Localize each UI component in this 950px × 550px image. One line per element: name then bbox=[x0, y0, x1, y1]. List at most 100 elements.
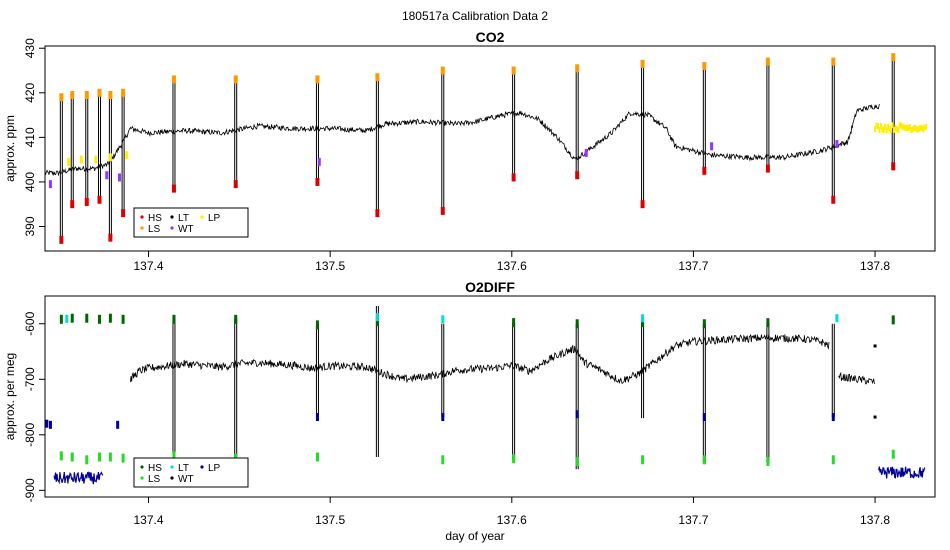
lt-point bbox=[441, 315, 445, 324]
y-tick-label: 420 bbox=[23, 82, 37, 102]
lp-range-point bbox=[922, 126, 925, 133]
lp-range-point bbox=[891, 122, 894, 129]
y-axis-label: approx. ppm bbox=[3, 115, 17, 182]
legend-label-hs: HS bbox=[148, 213, 162, 224]
lp-point bbox=[831, 413, 835, 422]
legend-label-hs: HS bbox=[148, 463, 162, 474]
hs-point bbox=[575, 319, 579, 329]
lp-range-point bbox=[884, 123, 887, 130]
lp-point bbox=[79, 155, 83, 164]
legend-marker-wt bbox=[170, 476, 174, 480]
hs-point bbox=[85, 313, 89, 323]
wt-point bbox=[710, 142, 714, 151]
hs-point bbox=[70, 200, 75, 209]
wt-point bbox=[117, 173, 121, 182]
legend-label-lp: LP bbox=[208, 213, 221, 224]
lp-point bbox=[315, 413, 319, 422]
hs-point bbox=[233, 180, 238, 189]
hs-point bbox=[121, 209, 126, 218]
ls-point bbox=[512, 454, 516, 464]
lp-point bbox=[48, 420, 52, 429]
lp-range-point bbox=[911, 126, 914, 133]
legend-box bbox=[133, 457, 249, 488]
lp-range-point bbox=[885, 127, 888, 134]
ls-point bbox=[171, 75, 176, 84]
legend-label-ls: LS bbox=[148, 474, 161, 485]
lp-point bbox=[702, 413, 706, 422]
ls-point bbox=[121, 88, 126, 97]
lp-range-point bbox=[924, 123, 927, 130]
legend-label-wt: WT bbox=[178, 224, 194, 235]
hs-point bbox=[891, 162, 896, 171]
hs-point bbox=[234, 314, 238, 324]
ls-point bbox=[766, 456, 770, 466]
hs-point bbox=[97, 195, 102, 204]
x-tick-label: 137.4 bbox=[134, 513, 164, 527]
hs-point bbox=[171, 184, 176, 193]
x-tick-label: 137.8 bbox=[860, 513, 890, 527]
ls-point bbox=[891, 53, 896, 62]
hs-point bbox=[59, 314, 63, 324]
lp-point bbox=[94, 155, 98, 164]
ls-point bbox=[375, 73, 380, 82]
ls-point bbox=[440, 66, 445, 75]
ls-point bbox=[172, 451, 176, 461]
legend-label-lt: LT bbox=[178, 213, 189, 224]
legend-marker-wt bbox=[170, 226, 174, 230]
hs-point bbox=[766, 318, 770, 328]
legend-marker-ls bbox=[140, 226, 144, 230]
lp-range-point bbox=[892, 127, 895, 134]
lt-point bbox=[375, 313, 379, 322]
ls-point bbox=[831, 455, 835, 465]
lp-range-point bbox=[913, 124, 916, 131]
legend-marker-ls bbox=[140, 476, 144, 480]
y-tick-label: -800 bbox=[23, 422, 37, 446]
lp-range-point bbox=[900, 122, 903, 129]
lp-range-point bbox=[894, 124, 897, 131]
wt-point bbox=[873, 415, 877, 419]
lp-range-point bbox=[897, 127, 900, 134]
hs-point bbox=[108, 233, 113, 242]
lt-point bbox=[835, 314, 839, 323]
lp-range-point bbox=[882, 127, 885, 134]
lp-point bbox=[108, 153, 112, 162]
legend-marker-lp bbox=[200, 465, 204, 469]
panel-title: CO2 bbox=[476, 29, 505, 45]
hs-point bbox=[84, 197, 89, 206]
lp-point bbox=[116, 420, 120, 429]
lp-range-point bbox=[876, 123, 879, 130]
x-tick-label: 137.7 bbox=[678, 513, 708, 527]
y-tick-label: -700 bbox=[23, 367, 37, 391]
ls-point bbox=[121, 453, 125, 463]
hs-point bbox=[891, 315, 895, 325]
legend-label-ls: LS bbox=[148, 224, 161, 235]
lp-range-point bbox=[907, 124, 910, 131]
lp-point bbox=[67, 157, 71, 166]
y-axis-label: approx. per meg bbox=[3, 353, 17, 440]
hs-point bbox=[70, 313, 74, 323]
hs-point bbox=[512, 318, 516, 328]
ls-point bbox=[702, 455, 706, 465]
hs-point bbox=[765, 164, 770, 173]
legend-marker-lt bbox=[170, 465, 174, 469]
ls-point bbox=[59, 93, 64, 102]
y-tick-label: 390 bbox=[23, 216, 37, 236]
lp-range-point bbox=[904, 125, 907, 132]
ls-point bbox=[70, 452, 74, 462]
lp-range-point bbox=[901, 123, 904, 130]
lp-range-point bbox=[879, 123, 882, 130]
hs-point bbox=[702, 319, 706, 329]
lp-range-point bbox=[898, 122, 901, 129]
hs-point bbox=[172, 314, 176, 324]
lp-range-point bbox=[881, 126, 884, 133]
hs-point bbox=[59, 235, 64, 244]
lp-range-point bbox=[914, 125, 917, 132]
lp-trace bbox=[878, 466, 926, 479]
hs-point bbox=[315, 177, 320, 186]
lp-range-point bbox=[916, 126, 919, 133]
legend-label-wt: WT bbox=[178, 474, 194, 485]
hs-point bbox=[375, 317, 379, 327]
ls-point bbox=[641, 455, 645, 465]
